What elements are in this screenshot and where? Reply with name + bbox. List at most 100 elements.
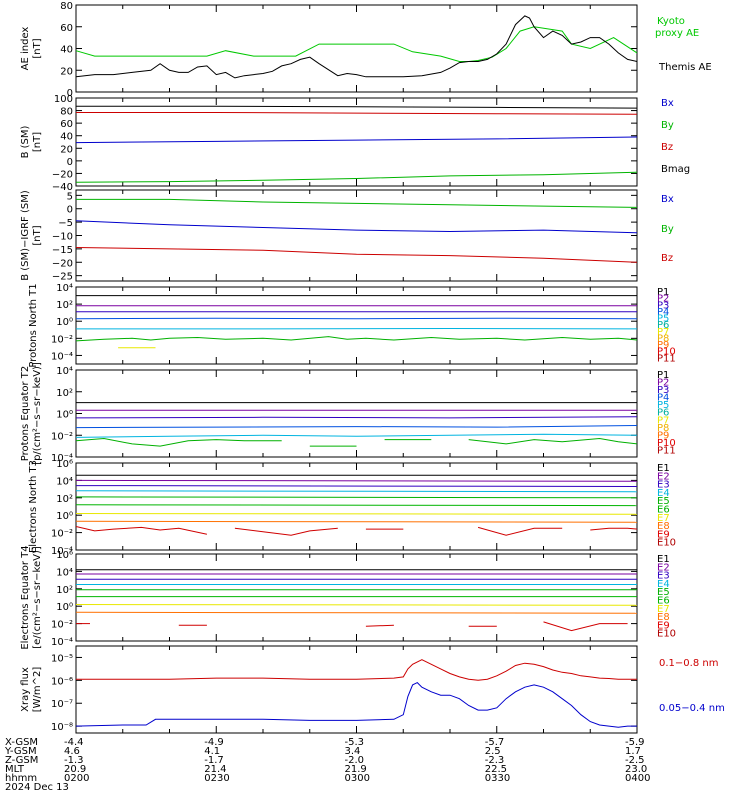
series-line-by xyxy=(76,198,638,208)
y-tick-label: 10⁻⁶ xyxy=(51,676,73,687)
series-line-e9e xyxy=(543,621,628,632)
y-tick-label: 10⁰ xyxy=(56,511,73,522)
legend-entry: P4 xyxy=(657,393,669,404)
legend-kyoto-line2: proxy AE xyxy=(655,28,699,39)
y-tick-label: 10⁻⁸ xyxy=(51,722,73,733)
series-line-bx xyxy=(75,136,638,144)
y-tick-label: 0 xyxy=(67,157,73,168)
legend-igrf-bz: Bz xyxy=(661,253,673,264)
series-line-p3 xyxy=(75,416,638,419)
y-tick-label: −15 xyxy=(52,245,73,256)
y-axis-unit: [W/m^2] xyxy=(32,667,43,713)
legend-bsm-by: By xyxy=(661,120,674,131)
legend-bsm-bx: Bx xyxy=(661,98,674,109)
series-line-themis-ae xyxy=(75,15,638,79)
series-line-by xyxy=(75,171,638,183)
series-line-e8 xyxy=(75,520,638,523)
y-axis-unit: [nT] xyxy=(32,132,43,152)
y-axis-label: B (SM) xyxy=(20,125,31,158)
legend-entry: E1 xyxy=(657,463,670,474)
y-tick-label: 0 xyxy=(67,205,73,216)
y-tick-label: 20 xyxy=(60,66,73,77)
legend-entry: P5 xyxy=(657,400,669,411)
series-line-e9d xyxy=(477,526,563,536)
legend-entry: P10 xyxy=(657,347,676,358)
y-axis-unit: [nT] xyxy=(32,225,43,245)
panel-7: 10⁻⁴ 10⁻² 10⁰ 10² 10⁴ 10⁶ Electrons Equator T4… xyxy=(20,545,676,649)
y-axis-unit: [e/(cm²−s−sr−keV)] xyxy=(32,546,43,649)
axis-row-value: -2.5 xyxy=(625,755,645,766)
series-line-kyoto-proxy-ae xyxy=(75,26,638,62)
date-label: 2024 Dec 13 xyxy=(5,782,69,793)
axis-row-value: -4.4 xyxy=(64,737,84,748)
axis-row-label: Z-GSM xyxy=(5,755,38,766)
series-line-e6 xyxy=(75,504,638,507)
axis-row-value: 1.7 xyxy=(625,746,641,757)
legend-entry: P7 xyxy=(657,415,669,426)
y-tick-label: 80 xyxy=(60,107,73,118)
y-tick-label: 10² xyxy=(56,494,73,505)
panel-3: −25 −20 −15 −10 −5 0 5 B (SM)−IGRF (SM) [nT] xyxy=(20,189,638,283)
legend-entry: E2 xyxy=(657,562,670,573)
y-tick-label: 10⁻² xyxy=(51,620,73,631)
axis-row-label: X-GSM xyxy=(5,737,38,748)
y-tick-label: −25 xyxy=(52,272,73,283)
legend-entry: P1 xyxy=(657,370,669,381)
legend-bsm-bz: Bz xyxy=(661,142,673,153)
legend-entry: P8 xyxy=(657,423,669,434)
axis-row-value: -5.9 xyxy=(625,737,645,748)
legend-entry: P1 xyxy=(657,287,669,298)
y-tick-label: 5 xyxy=(67,191,73,202)
axis-row-label: Y-GSM xyxy=(4,746,37,757)
legend-bsm-bmag: Bmag xyxy=(661,164,690,175)
panel-frame xyxy=(75,286,638,365)
y-axis-label: Electrons Equator T4 xyxy=(20,545,31,649)
axis-row-value: -4.9 xyxy=(204,737,224,748)
panel-frame xyxy=(75,369,638,458)
y-tick-label: 10⁻² xyxy=(51,529,73,540)
series-line-e9e xyxy=(590,527,638,531)
series-line-e3 xyxy=(75,485,638,487)
series-line-e5 xyxy=(75,496,638,499)
legend-entry: P5 xyxy=(657,314,669,325)
axis-row-value: 0300 xyxy=(345,773,370,784)
y-tick-label: 80 xyxy=(60,1,73,12)
legend-xray-short: 0.05−0.4 nm xyxy=(659,703,725,714)
legend-entry: P3 xyxy=(657,385,669,396)
y-tick-label: 10⁻² xyxy=(51,431,73,442)
axis-row-value: 0230 xyxy=(204,773,229,784)
panel-frame xyxy=(75,4,638,93)
y-tick-label: 10⁴ xyxy=(56,283,73,294)
panel-5: 10⁻⁴ 10⁻² 10⁰ 10² 10⁴ Protons Equator T2 [p/(c… xyxy=(20,362,676,465)
axis-row-value: 22.5 xyxy=(485,764,507,775)
panel-1: 0 20 40 60 80 AE index [nT] xyxy=(20,1,638,99)
y-axis-label: B (SM)−IGRF (SM) xyxy=(20,190,31,281)
series-line-e8 xyxy=(75,611,638,614)
legend-entry: P6 xyxy=(657,408,669,419)
axis-row-value: 3.4 xyxy=(345,746,361,757)
y-tick-label: 10⁻⁵ xyxy=(51,653,73,664)
y-tick-label: 10⁻⁴ xyxy=(51,453,73,464)
axis-row-label: hhmm xyxy=(5,773,37,784)
y-tick-label: −10 xyxy=(52,232,73,243)
series-line-p6 xyxy=(75,437,282,447)
legend-entry: E10 xyxy=(657,629,676,640)
y-tick-label: −20 xyxy=(52,169,73,180)
legend-entry: E9 xyxy=(657,529,670,540)
legend-igrf-bx: Bx xyxy=(661,194,674,205)
axis-row-value: -5.7 xyxy=(485,737,505,748)
axis-row-value: 0330 xyxy=(485,773,510,784)
legend-entry: P9 xyxy=(657,340,669,351)
legend-entry: P2 xyxy=(657,378,669,389)
y-tick-label: 10⁰ xyxy=(56,602,73,613)
series-line-0-1-0-8-nm xyxy=(76,659,637,681)
y-tick-label: −40 xyxy=(52,182,73,193)
legend-xray-long: 0.1−0.8 nm xyxy=(659,658,718,669)
axis-row-value: -1.7 xyxy=(204,755,224,766)
y-tick-label: −5 xyxy=(58,218,73,229)
legend-themis: Themis AE xyxy=(658,62,712,73)
legend-entry: P11 xyxy=(657,353,676,364)
series-line-e7 xyxy=(75,604,638,606)
